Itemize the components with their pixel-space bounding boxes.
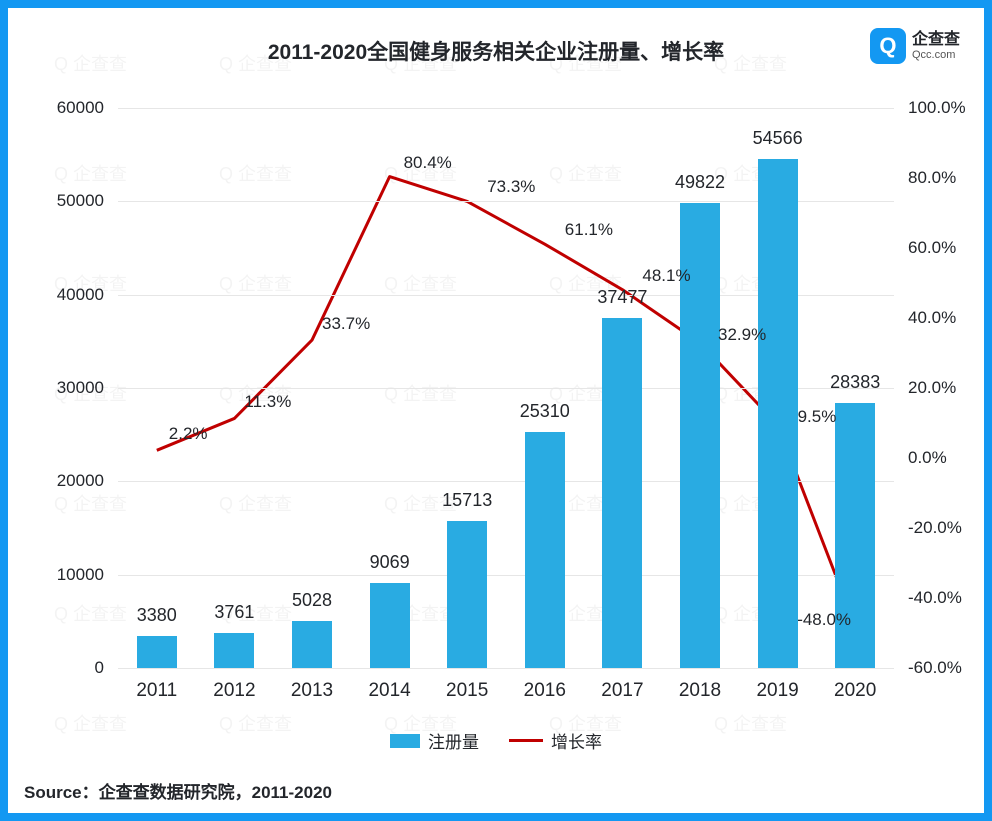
line-value-label: 32.9% — [718, 325, 766, 345]
chart-title: 2011-2020全国健身服务相关企业注册量、增长率 — [8, 36, 984, 66]
y1-tick-label: 30000 — [24, 378, 104, 398]
legend-item-line: 增长率 — [509, 728, 602, 753]
y1-tick-label: 20000 — [24, 471, 104, 491]
bar — [137, 636, 177, 668]
y2-tick-label: 0.0% — [908, 448, 988, 468]
logo-cn: 企查查 — [912, 31, 960, 49]
chart-frame: Q 企查查Q 企查查Q 企查查Q 企查查Q 企查查Q 企查查Q 企查查Q 企查查… — [0, 0, 992, 821]
bar-value-label: 28383 — [830, 372, 880, 393]
x-tick-label: 2013 — [291, 680, 333, 702]
bar — [370, 583, 410, 668]
y1-tick-label: 60000 — [24, 98, 104, 118]
y2-tick-label: -60.0% — [908, 658, 988, 678]
line-value-label: 80.4% — [404, 153, 452, 173]
y1-tick-label: 40000 — [24, 285, 104, 305]
bar-value-label: 3380 — [137, 605, 177, 626]
bar — [758, 159, 798, 668]
bar-value-label: 5028 — [292, 590, 332, 611]
x-tick-label: 2014 — [368, 680, 410, 702]
x-tick-label: 2020 — [834, 680, 876, 702]
bar-value-label: 3761 — [214, 602, 254, 623]
y2-tick-label: 60.0% — [908, 238, 988, 258]
plot-area: 0100002000030000400005000060000-60.0%-40… — [118, 108, 894, 668]
legend: 注册量 增长率 — [8, 728, 984, 753]
bar-value-label: 9069 — [370, 552, 410, 573]
legend-item-bars: 注册量 — [390, 728, 479, 753]
line-value-label: 33.7% — [322, 314, 370, 334]
y2-tick-label: 80.0% — [908, 168, 988, 188]
logo-glyph-icon: Q — [870, 28, 906, 64]
bar-value-label: 54566 — [753, 128, 803, 149]
x-tick-label: 2019 — [756, 680, 798, 702]
x-tick-label: 2015 — [446, 680, 488, 702]
y2-tick-label: 40.0% — [908, 308, 988, 328]
legend-swatch-line-icon — [509, 739, 543, 742]
line-value-label: 48.1% — [642, 266, 690, 286]
y2-tick-label: 20.0% — [908, 378, 988, 398]
source-text: Source：企查查数据研究院，2011-2020 — [24, 778, 332, 803]
bar — [447, 521, 487, 668]
logo-text: 企查查 Qcc.com — [912, 31, 960, 61]
bar — [292, 621, 332, 668]
x-tick-label: 2018 — [679, 680, 721, 702]
bar-value-label: 25310 — [520, 401, 570, 422]
x-tick-label: 2016 — [524, 680, 566, 702]
x-tick-label: 2017 — [601, 680, 643, 702]
grid-line — [118, 668, 894, 669]
x-tick-label: 2012 — [213, 680, 255, 702]
line-value-label: 73.3% — [487, 177, 535, 197]
y2-tick-label: 100.0% — [908, 98, 988, 118]
bar-value-label: 15713 — [442, 490, 492, 511]
bar-value-label: 37477 — [597, 287, 647, 308]
brand-logo: Q 企查查 Qcc.com — [870, 28, 960, 64]
line-value-label: 9.5% — [798, 407, 837, 427]
bar-value-label: 49822 — [675, 172, 725, 193]
y1-tick-label: 0 — [24, 658, 104, 678]
bar — [602, 318, 642, 668]
line-value-label: -48.0% — [797, 610, 851, 630]
y2-tick-label: -40.0% — [908, 588, 988, 608]
x-tick-label: 2011 — [136, 680, 177, 702]
line-value-label: 61.1% — [565, 220, 613, 240]
grid-line — [118, 108, 894, 109]
y2-tick-label: -20.0% — [908, 518, 988, 538]
line-value-label: 11.3% — [244, 392, 291, 412]
y1-tick-label: 10000 — [24, 565, 104, 585]
bar — [214, 633, 254, 668]
y1-tick-label: 50000 — [24, 191, 104, 211]
logo-en: Qcc.com — [912, 49, 960, 61]
legend-label-line: 增长率 — [551, 728, 602, 753]
legend-swatch-bar-icon — [390, 734, 420, 748]
bar — [525, 432, 565, 668]
line-value-label: 2.2% — [169, 424, 208, 444]
legend-label-bars: 注册量 — [428, 728, 479, 753]
